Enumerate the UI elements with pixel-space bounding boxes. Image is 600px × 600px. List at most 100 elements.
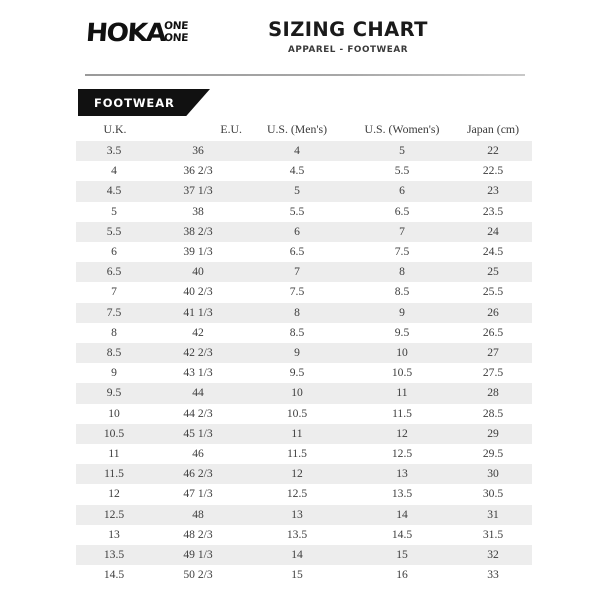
cell-japan: 28: [454, 383, 532, 404]
cell-us-men: 10.5: [244, 403, 350, 424]
table-row: 5.5 38 2/3 6 7 24: [76, 221, 532, 243]
cell-uk: 11.5: [76, 464, 152, 485]
cell-us-men: 14: [244, 545, 350, 566]
cell-uk: 13: [76, 524, 152, 546]
table-row: 7 40 2/3 7.5 8.5 25.5: [76, 282, 532, 303]
cell-us-men: 8.5: [244, 322, 350, 344]
footwear-size-table: U.K. E.U. U.S. (Men's) U.S. (Women's) Ja…: [76, 120, 532, 586]
cell-us-women: 10.5: [350, 363, 454, 384]
cell-us-men: 13.5: [244, 524, 350, 546]
cell-japan: 29.5: [454, 444, 532, 465]
cell-japan: 26: [454, 302, 532, 323]
cell-uk: 9.5: [76, 383, 152, 404]
cell-uk: 13.5: [76, 545, 152, 566]
cell-eu: 46 2/3: [152, 464, 244, 485]
table-row: 14.5 50 2/3 15 16 33: [76, 565, 532, 586]
cell-uk: 6: [76, 242, 152, 263]
cell-eu: 44 2/3: [152, 403, 244, 424]
table-row: 8 42 8.5 9.5 26.5: [76, 322, 532, 344]
table-row: 8.5 42 2/3 9 10 27: [76, 343, 532, 364]
section-banner-label: FOOTWEAR: [94, 95, 175, 110]
section-banner-footwear: FOOTWEAR: [78, 89, 210, 116]
cell-us-men: 11: [244, 423, 350, 445]
column-header-us-women: U.S. (Women's): [350, 120, 454, 141]
cell-us-women: 13: [350, 464, 454, 485]
cell-us-women: 5.5: [350, 161, 454, 182]
logo-wordmark-hoka: HOKA: [84, 18, 167, 47]
cell-eu: 37 1/3: [152, 181, 244, 202]
cell-japan: 23: [454, 181, 532, 202]
cell-eu: 40 2/3: [152, 282, 244, 303]
cell-uk: 5.5: [76, 221, 152, 243]
cell-japan: 31.5: [454, 524, 532, 546]
cell-eu: 44: [152, 383, 244, 404]
cell-us-women: 15: [350, 545, 454, 566]
cell-us-women: 12: [350, 423, 454, 445]
cell-uk: 6.5: [76, 262, 152, 283]
cell-japan: 24: [454, 221, 532, 243]
page-subtitle: APPAREL - FOOTWEAR: [287, 45, 409, 55]
page-header: HOKA ONE ONE SIZING CHART APPAREL - FOOT…: [0, 18, 600, 64]
column-header-us-men: U.S. (Men's): [244, 120, 350, 141]
cell-eu: 50 2/3: [152, 565, 244, 586]
column-header-eu: E.U.: [152, 120, 244, 141]
cell-eu: 38 2/3: [152, 221, 244, 243]
cell-eu: 40: [152, 262, 244, 283]
cell-japan: 33: [454, 565, 532, 586]
cell-japan: 22: [454, 141, 532, 162]
cell-us-men: 12: [244, 464, 350, 485]
table-row: 13.5 49 1/3 14 15 32: [76, 545, 532, 566]
column-header-uk-label: U.K.: [103, 122, 127, 136]
cell-us-women: 5: [350, 141, 454, 162]
cell-us-men: 7: [244, 262, 350, 283]
cell-us-women: 11: [350, 383, 454, 404]
table-row: 10 44 2/3 10.5 11.5 28.5: [76, 403, 532, 424]
table-row: 12 47 1/3 12.5 13.5 30.5: [76, 484, 532, 505]
cell-uk: 3.5: [76, 141, 152, 162]
cell-us-women: 9: [350, 302, 454, 323]
cell-eu: 42 2/3: [152, 343, 244, 364]
cell-japan: 23.5: [454, 201, 532, 222]
cell-us-men: 4.5: [244, 161, 350, 182]
cell-us-women: 14.5: [350, 524, 454, 546]
table-row: 7.5 41 1/3 8 9 26: [76, 302, 532, 323]
cell-eu: 43 1/3: [152, 363, 244, 384]
table-row: 4.5 37 1/3 5 6 23: [76, 181, 532, 202]
hoka-one-one-logo: HOKA ONE ONE: [84, 18, 188, 52]
cell-eu: 36 2/3: [152, 161, 244, 182]
cell-japan: 25: [454, 262, 532, 283]
cell-eu: 47 1/3: [152, 484, 244, 505]
cell-eu: 36: [152, 141, 244, 162]
cell-eu: 49 1/3: [152, 545, 244, 566]
cell-eu: 48: [152, 504, 244, 525]
cell-us-men: 13: [244, 504, 350, 525]
table-row: 13 48 2/3 13.5 14.5 31.5: [76, 524, 532, 546]
cell-japan: 25.5: [454, 282, 532, 303]
cell-us-women: 6: [350, 181, 454, 202]
cell-japan: 30.5: [454, 484, 532, 505]
cell-us-women: 7.5: [350, 242, 454, 263]
cell-uk: 12: [76, 484, 152, 505]
cell-us-women: 12.5: [350, 444, 454, 465]
cell-eu: 42: [152, 322, 244, 344]
cell-japan: 24.5: [454, 242, 532, 263]
cell-us-women: 16: [350, 565, 454, 586]
cell-us-men: 9: [244, 343, 350, 364]
title-block: SIZING CHART APPAREL - FOOTWEAR: [228, 18, 468, 56]
cell-us-women: 13.5: [350, 484, 454, 505]
column-header-us-men-label: U.S. (Men's): [266, 122, 328, 136]
cell-us-women: 8: [350, 262, 454, 283]
cell-us-women: 11.5: [350, 403, 454, 424]
table-row: 3.5 36 4 5 22: [76, 141, 532, 162]
table-row: 9.5 44 10 11 28: [76, 383, 532, 404]
table-row: 11 46 11.5 12.5 29.5: [76, 444, 532, 465]
column-header-eu-label: E.U.: [220, 122, 242, 136]
column-header-japan-label: Japan (cm): [466, 122, 520, 136]
cell-uk: 5: [76, 201, 152, 222]
cell-japan: 31: [454, 504, 532, 525]
cell-us-men: 12.5: [244, 484, 350, 505]
table-row: 11.5 46 2/3 12 13 30: [76, 464, 532, 485]
cell-japan: 32: [454, 545, 532, 566]
table-row: 12.5 48 13 14 31: [76, 504, 532, 525]
